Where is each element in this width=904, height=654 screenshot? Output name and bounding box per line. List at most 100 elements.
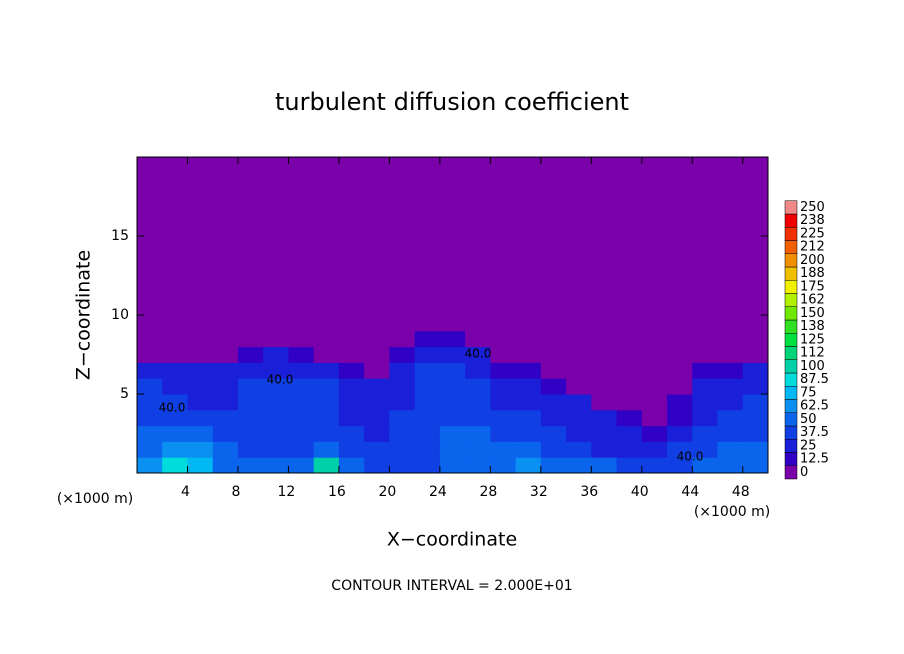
field-cell: [742, 425, 769, 442]
field-cell: [237, 394, 264, 411]
field-cell: [288, 425, 315, 442]
field-cell: [742, 362, 769, 379]
field-cell: [641, 346, 668, 363]
field-cell: [515, 457, 542, 474]
y-axis-label: Z−coordinate: [73, 250, 95, 380]
contour-label: 40.0: [465, 347, 492, 361]
field-cell: [490, 330, 517, 348]
field-cell: [540, 362, 567, 379]
field-cell: [313, 346, 340, 363]
field-cell: [717, 378, 744, 395]
field-cell: [212, 346, 239, 363]
field-cell: [717, 409, 744, 427]
field-cell: [162, 394, 188, 411]
colorbar-label: 138: [800, 319, 825, 334]
field-cell: [540, 378, 567, 395]
field-cell: [490, 394, 517, 411]
field-cell: [515, 394, 542, 411]
field-cell: [591, 409, 618, 427]
field-cell: [692, 457, 719, 474]
colorbar-box: [784, 386, 798, 400]
colorbar-box: [784, 200, 798, 215]
field-cell: [313, 409, 340, 427]
field-cell: [212, 378, 239, 395]
x-tick-label: 48: [732, 484, 750, 500]
field-cell: [616, 346, 643, 363]
field-cell: [742, 457, 769, 474]
field-cell: [591, 346, 618, 363]
field-cell: [187, 378, 214, 395]
field-cell: [616, 425, 643, 442]
field-cell: [288, 346, 315, 363]
field-cell: [692, 441, 719, 458]
field-cell: [515, 409, 542, 427]
field-cell: [742, 330, 769, 348]
field-cell: [263, 425, 289, 442]
field-cell: [237, 409, 264, 427]
field-cell: [540, 425, 567, 442]
field-cell: [137, 441, 163, 458]
field-cell: [439, 378, 466, 395]
field-cell: [263, 157, 289, 332]
field-cell: [742, 409, 769, 427]
field-cell: [137, 425, 163, 442]
y-tick-label: 15: [111, 228, 129, 244]
field-cell: [692, 330, 719, 348]
colorbar-label: 87.5: [800, 372, 829, 387]
field-cell: [137, 346, 163, 363]
field-cell: [263, 441, 289, 458]
x-unit: (×1000 m): [694, 504, 770, 520]
colorbar-box: [784, 306, 798, 321]
field-cell: [414, 394, 441, 411]
field-cell: [212, 157, 239, 332]
field-cell: [439, 157, 466, 332]
colorbar-label: 200: [800, 253, 825, 268]
field-cell: [465, 425, 491, 442]
field-cell: [137, 394, 163, 411]
colorbar-box: [784, 412, 798, 427]
colorbar-label: 162: [800, 293, 825, 308]
field-cell: [137, 457, 163, 474]
field-cell: [515, 441, 542, 458]
field-cell: [414, 330, 441, 348]
field-cell: [389, 378, 416, 395]
colorbar-box: [784, 425, 798, 440]
field-cell: [187, 330, 214, 348]
colorbar-label: 75: [800, 385, 817, 400]
contour-label: 40.0: [267, 373, 294, 387]
field-cell: [692, 157, 719, 332]
field-cell: [389, 330, 416, 348]
field-cell: [137, 362, 163, 379]
field-cell: [263, 394, 289, 411]
field-cell: [717, 362, 744, 379]
field-cell: [389, 425, 416, 442]
field-cell: [616, 157, 643, 332]
field-cell: [364, 425, 390, 442]
field-cell: [338, 409, 365, 427]
colorbar-label: 225: [800, 226, 825, 241]
field-cell: [591, 378, 618, 395]
field-cell: [717, 425, 744, 442]
field-cell: [439, 425, 466, 442]
field-cell: [667, 330, 693, 348]
contour-label: 40.0: [677, 450, 704, 464]
field-cell: [288, 394, 315, 411]
field-cell: [212, 441, 239, 458]
colorbar-label: 125: [800, 332, 825, 347]
field-cell: [465, 378, 491, 395]
field-cell: [465, 457, 491, 474]
x-tick-label: 36: [580, 484, 598, 500]
field-cell: [465, 441, 491, 458]
field-cell: [237, 330, 264, 348]
field-cell: [162, 457, 188, 474]
field-cell: [288, 441, 315, 458]
field-cell: [667, 409, 693, 427]
colorbar-box: [784, 359, 798, 374]
field-cell: [237, 378, 264, 395]
field-cell: [162, 425, 188, 442]
field-cell: [364, 378, 390, 395]
field-cell: [566, 457, 592, 474]
field-cell: [338, 378, 365, 395]
field-cell: [490, 362, 517, 379]
field-cell: [465, 157, 491, 332]
